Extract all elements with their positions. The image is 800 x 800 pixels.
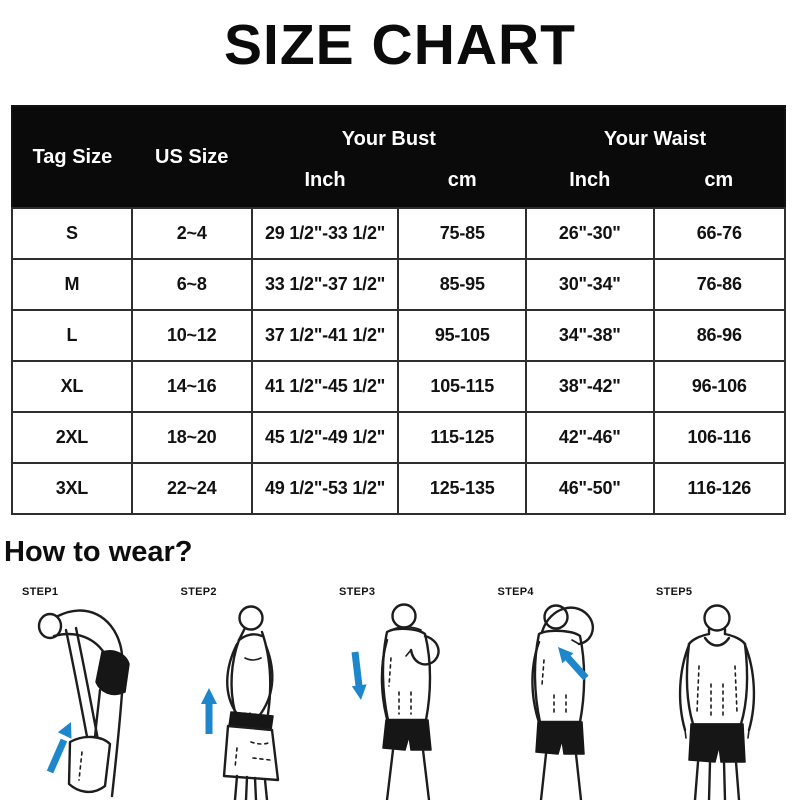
step-3-label: STEP3: [339, 586, 376, 598]
table-row: XL 14~16 41 1/2"-45 1/2" 105-115 38"-42"…: [11, 360, 787, 413]
table-body: S 2~4 29 1/2"-33 1/2" 75-85 26"-30" 66-7…: [11, 207, 787, 515]
col-header-us-size: US Size: [131, 106, 252, 208]
up-arrow-icon: [200, 688, 217, 734]
step-4-label: STEP4: [497, 586, 534, 598]
table-cell: 106-116: [652, 411, 787, 464]
table-cell: M: [11, 258, 133, 311]
table-cell: 22~24: [130, 462, 253, 515]
table-cell: 18~20: [130, 411, 253, 464]
col-subheader-bust-inch: Inch: [251, 162, 399, 208]
col-subheader-waist-inch: Inch: [526, 162, 654, 208]
step-1-figure: [37, 609, 130, 798]
step-4-figure: [530, 604, 594, 800]
table-cell: 75-85: [397, 207, 528, 260]
header-row-groups: Tag Size US Size Your Bust Your Waist: [12, 106, 785, 208]
how-to-wear-heading: How to wear?: [4, 536, 193, 568]
step-4: STEP4: [484, 580, 634, 800]
table-cell: 125-135: [397, 462, 528, 515]
table-cell: 6~8: [130, 258, 253, 311]
table-cell: 26"-30": [525, 207, 655, 260]
how-to-wear-steps: STEP1 STEP2: [8, 580, 792, 800]
step-5-label: STEP5: [656, 586, 693, 598]
table-cell: 3XL: [11, 462, 133, 515]
step-2: STEP2: [167, 580, 317, 800]
step-3-figure: [351, 603, 440, 800]
table-cell: 116-126: [652, 462, 787, 515]
table-row: S 2~4 29 1/2"-33 1/2" 75-85 26"-30" 66-7…: [11, 207, 787, 260]
down-arrow-icon: [351, 651, 367, 700]
table-cell: 49 1/2"-53 1/2": [250, 462, 400, 515]
page-title: SIZE CHART: [224, 13, 576, 77]
size-chart-table: Tag Size US Size Your Bust Your Waist In…: [11, 105, 787, 515]
diagonal-arrow-icon: [557, 647, 589, 681]
table-row: L 10~12 37 1/2"-41 1/2" 95-105 34"-38" 8…: [11, 309, 787, 362]
table-cell: 38"-42": [525, 360, 655, 413]
table-cell: 115-125: [397, 411, 528, 464]
step-1-label: STEP1: [22, 586, 59, 598]
table-cell: S: [11, 207, 133, 260]
table-row: 2XL 18~20 45 1/2"-49 1/2" 115-125 42"-46…: [11, 411, 787, 464]
table-cell: 66-76: [652, 207, 787, 260]
table-cell: 30"-34": [525, 258, 655, 311]
step-3: STEP3: [325, 580, 475, 800]
table-row: 3XL 22~24 49 1/2"-53 1/2" 125-135 46"-50…: [11, 462, 787, 515]
table-cell: 45 1/2"-49 1/2": [250, 411, 400, 464]
table-cell: XL: [11, 360, 133, 413]
col-header-bust: Your Bust: [251, 106, 527, 162]
table-cell: L: [11, 309, 133, 362]
table-cell: 2XL: [11, 411, 133, 464]
step-2-figure: [200, 605, 279, 800]
table-cell: 85-95: [397, 258, 528, 311]
table-cell: 14~16: [130, 360, 253, 413]
col-header-waist: Your Waist: [526, 106, 785, 162]
table-cell: 42"-46": [525, 411, 655, 464]
table-cell: 2~4: [130, 207, 253, 260]
col-header-tag-size: Tag Size: [12, 106, 132, 208]
table-cell: 33 1/2"-37 1/2": [250, 258, 400, 311]
table-row: M 6~8 33 1/2"-37 1/2" 85-95 30"-34" 76-8…: [11, 258, 787, 311]
table-cell: 46"-50": [525, 462, 655, 515]
table-cell: 37 1/2"-41 1/2": [250, 309, 400, 362]
step-5: STEP5: [642, 580, 792, 800]
up-arrow-icon: [46, 722, 72, 774]
table-cell: 29 1/2"-33 1/2": [250, 207, 400, 260]
table-cell: 86-96: [652, 309, 787, 362]
step-1: STEP1: [8, 580, 158, 800]
step-2-label: STEP2: [180, 586, 217, 598]
header-row-units: Inch cm Inch cm: [12, 162, 785, 208]
table-cell: 41 1/2"-45 1/2": [250, 360, 400, 413]
table-cell: 95-105: [397, 309, 528, 362]
table-cell: 96-106: [652, 360, 787, 413]
step-5-figure: [678, 604, 756, 800]
col-subheader-waist-cm: cm: [653, 162, 785, 208]
table-header: Tag Size US Size Your Bust Your Waist In…: [12, 106, 785, 208]
table-cell: 34"-38": [525, 309, 655, 362]
table-cell: 10~12: [130, 309, 253, 362]
table-cell: 76-86: [652, 258, 787, 311]
table-cell: 105-115: [397, 360, 528, 413]
col-subheader-bust-cm: cm: [398, 162, 527, 208]
